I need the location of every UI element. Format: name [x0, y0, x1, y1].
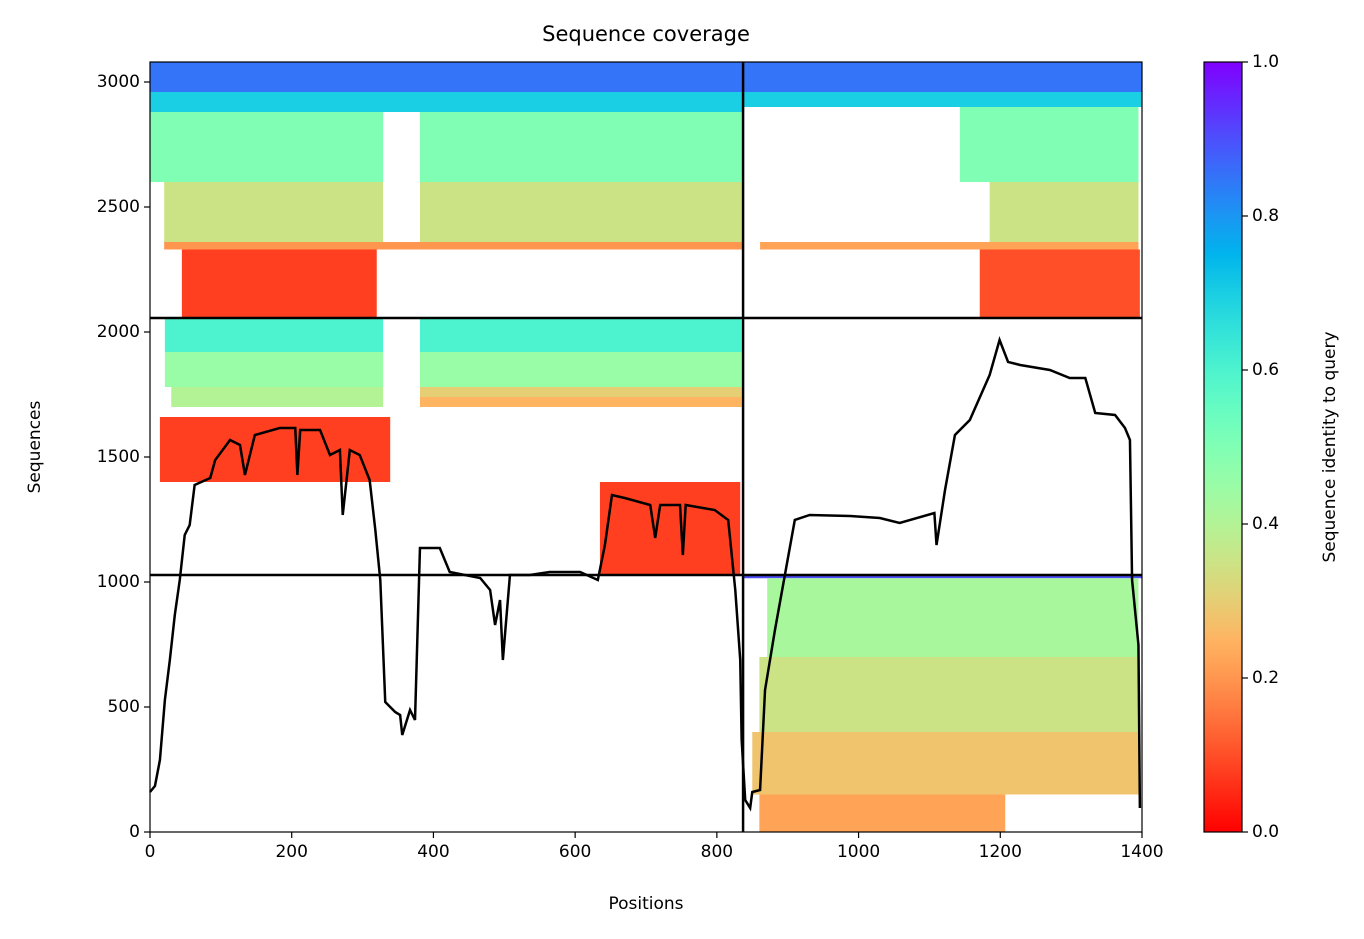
coverage-block — [419, 318, 742, 352]
coverage-block — [150, 62, 744, 92]
chart-title: Sequence coverage — [542, 22, 750, 46]
colorbar-tick-label: 1.0 — [1252, 52, 1279, 72]
y-tick-label: 3000 — [97, 72, 140, 92]
coverage-block — [743, 62, 1142, 92]
coverage-block — [989, 182, 1139, 242]
coverage-block — [759, 657, 1139, 732]
colorbar-tick-label: 0.8 — [1252, 206, 1279, 226]
x-tick-label: 800 — [701, 842, 733, 862]
coverage-block — [419, 182, 744, 242]
coverage-block — [419, 397, 742, 407]
colorbar-label: Sequence identity to query — [1320, 331, 1340, 562]
coverage-block — [419, 352, 742, 387]
colorbar — [1203, 61, 1243, 833]
colorbar-tick-label: 0.6 — [1252, 360, 1279, 380]
colorbar-tick-label: 0.2 — [1252, 668, 1279, 688]
coverage-block — [767, 578, 1139, 657]
coverage-block — [164, 182, 384, 242]
x-tick-label: 600 — [559, 842, 591, 862]
coverage-block — [743, 92, 1142, 107]
colorbar-tick-label: 0.0 — [1252, 822, 1279, 842]
plot-frame — [149, 61, 1143, 833]
coverage-block — [760, 242, 1139, 250]
coverage-block — [171, 387, 384, 407]
coverage-block — [959, 107, 1139, 182]
x-tick-label: 1000 — [837, 842, 880, 862]
y-tick-label: 2000 — [97, 322, 140, 342]
coverage-block — [752, 732, 1139, 795]
y-tick-label: 1500 — [97, 447, 140, 467]
y-axis-label: Sequences — [25, 401, 45, 494]
y-tick-label: 500 — [108, 697, 140, 717]
coverage-line — [149, 336, 1142, 812]
x-tick-label: 1400 — [1120, 842, 1163, 862]
coverage-block — [150, 112, 384, 182]
coverage-block — [979, 249, 1140, 318]
coverage-block — [164, 242, 744, 250]
coverage-block — [159, 417, 391, 482]
coverage-block — [743, 575, 1142, 579]
colorbar-tick-label: 0.4 — [1252, 514, 1279, 534]
x-tick-label: 200 — [275, 842, 307, 862]
y-tick-label: 2500 — [97, 197, 140, 217]
x-axis-label: Positions — [608, 894, 683, 914]
coverage-block — [759, 794, 1006, 832]
coverage-block — [419, 387, 742, 397]
y-tick-label: 0 — [129, 822, 140, 842]
coverage-block — [164, 318, 384, 352]
x-tick-label: 0 — [145, 842, 156, 862]
coverage-block — [150, 92, 744, 112]
y-tick-label: 1000 — [97, 572, 140, 592]
coverage-block — [181, 249, 377, 318]
coverage-block — [419, 112, 744, 182]
coverage-block — [164, 352, 384, 387]
x-tick-label: 1200 — [979, 842, 1022, 862]
x-tick-label: 400 — [417, 842, 449, 862]
